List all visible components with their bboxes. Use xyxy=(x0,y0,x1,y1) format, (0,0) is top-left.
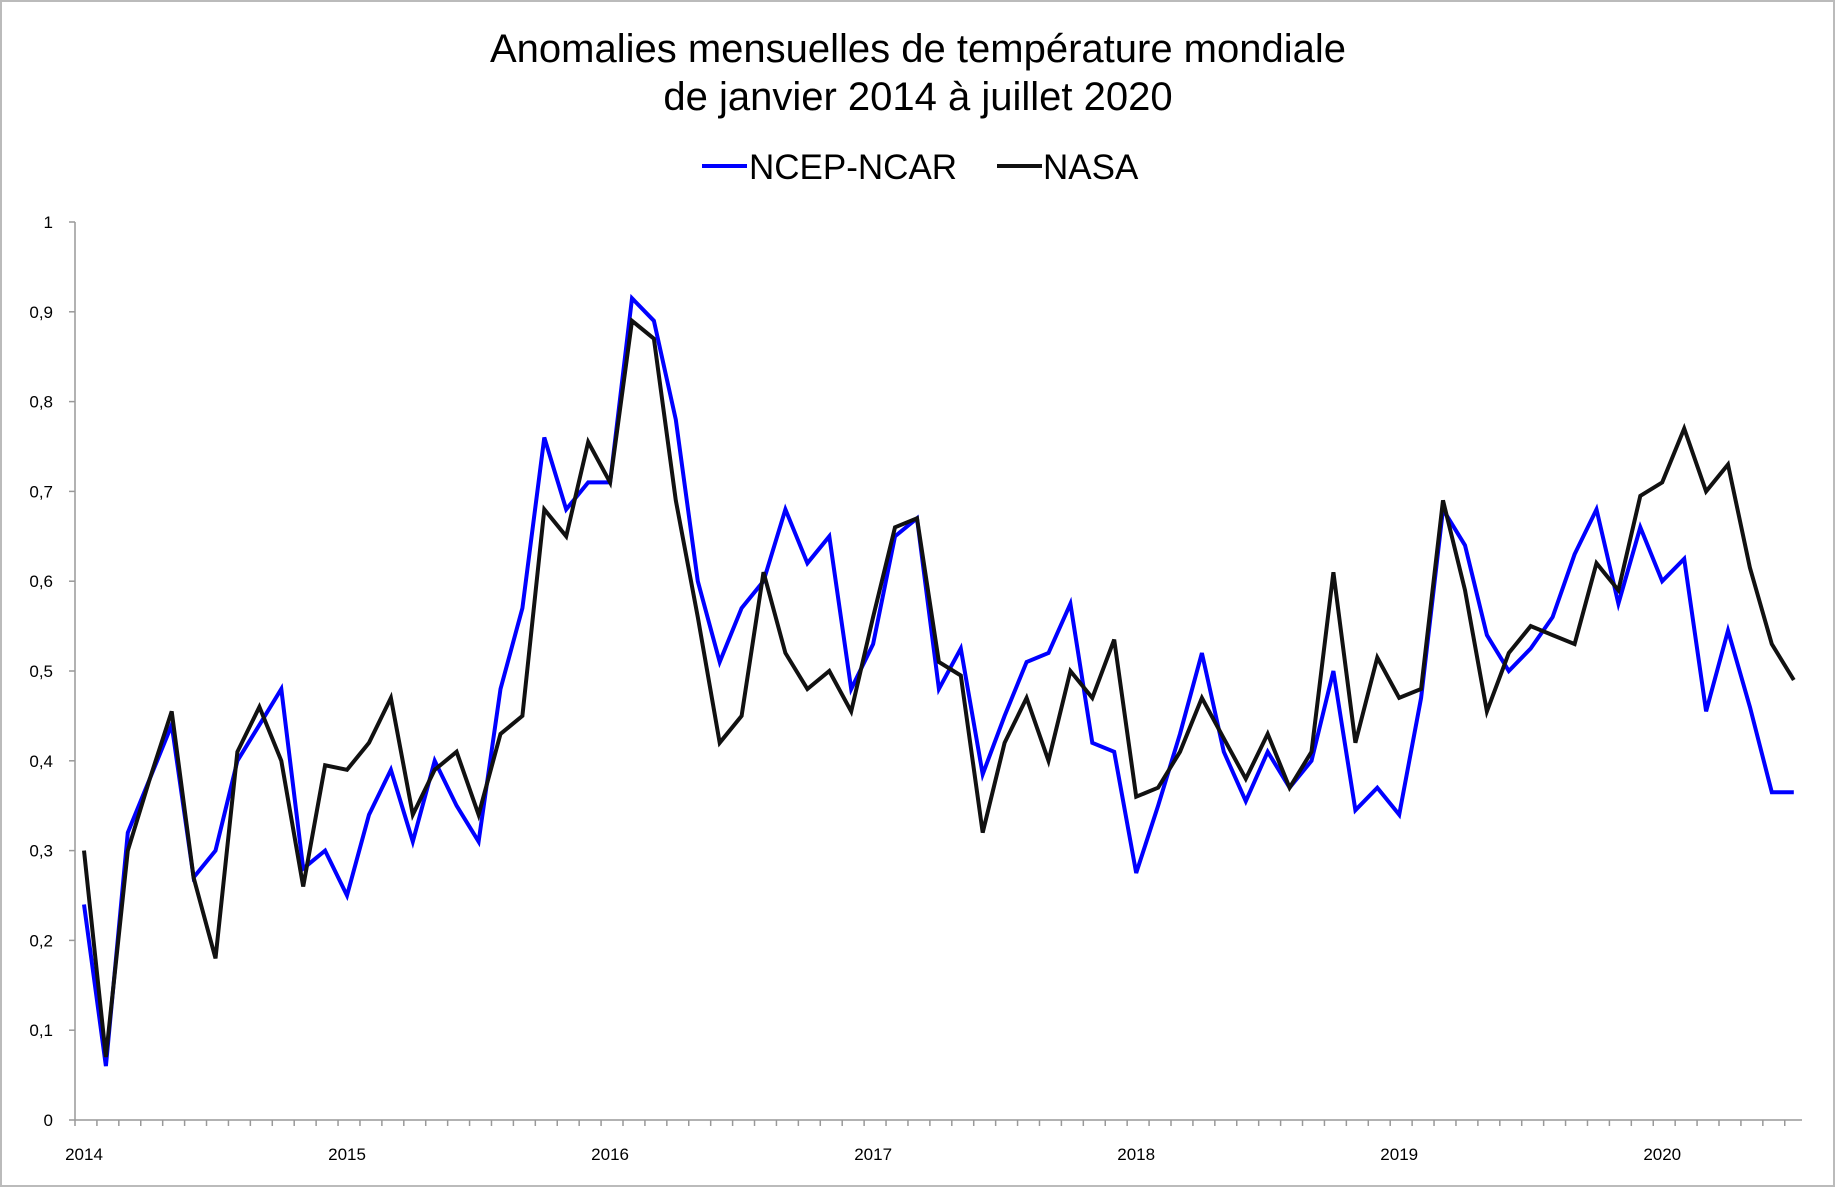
legend-label-nasa: NASA xyxy=(1043,148,1139,187)
y-tick-label: 0,7 xyxy=(29,482,53,501)
y-tick-label: 0,4 xyxy=(29,752,53,771)
chart-title-line-1: Anomalies mensuelles de température mond… xyxy=(490,27,1346,71)
y-tick-label: 0,2 xyxy=(29,931,53,950)
x-tick-label: 2014 xyxy=(65,1145,103,1164)
legend-label-ncep-ncar: NCEP-NCAR xyxy=(749,148,957,187)
x-tick-label: 2015 xyxy=(328,1145,366,1164)
series-line-ncep-ncar xyxy=(82,293,1794,1067)
x-tick-label: 2017 xyxy=(854,1145,892,1164)
series-lines xyxy=(82,293,1796,1067)
x-tick-label: 2019 xyxy=(1380,1145,1418,1164)
x-tick-label: 2018 xyxy=(1117,1145,1155,1164)
legend: NCEP-NCAR NASA xyxy=(702,148,1139,187)
y-tick-label: 0,9 xyxy=(29,303,53,322)
x-tick-label: 2016 xyxy=(591,1145,629,1164)
y-tick-label: 0 xyxy=(44,1111,53,1130)
axes: 0 0,1 0,2 0,3 0,4 0,5 0,6 0,7 0,8 0,9 1 2014 2015 201… xyxy=(29,213,1802,1164)
chart-title-line-2: de janvier 2014 à juillet 2020 xyxy=(663,75,1172,119)
y-tick-label: 0,6 xyxy=(29,572,53,591)
x-tick-label: 2020 xyxy=(1643,1145,1681,1164)
y-tick-label: 0,1 xyxy=(29,1021,53,1040)
y-tick-label: 0,3 xyxy=(29,842,53,861)
y-tick-label: 0,8 xyxy=(29,393,53,412)
y-tick-label: 0,5 xyxy=(29,662,53,681)
y-tick-label: 1 xyxy=(44,213,53,232)
